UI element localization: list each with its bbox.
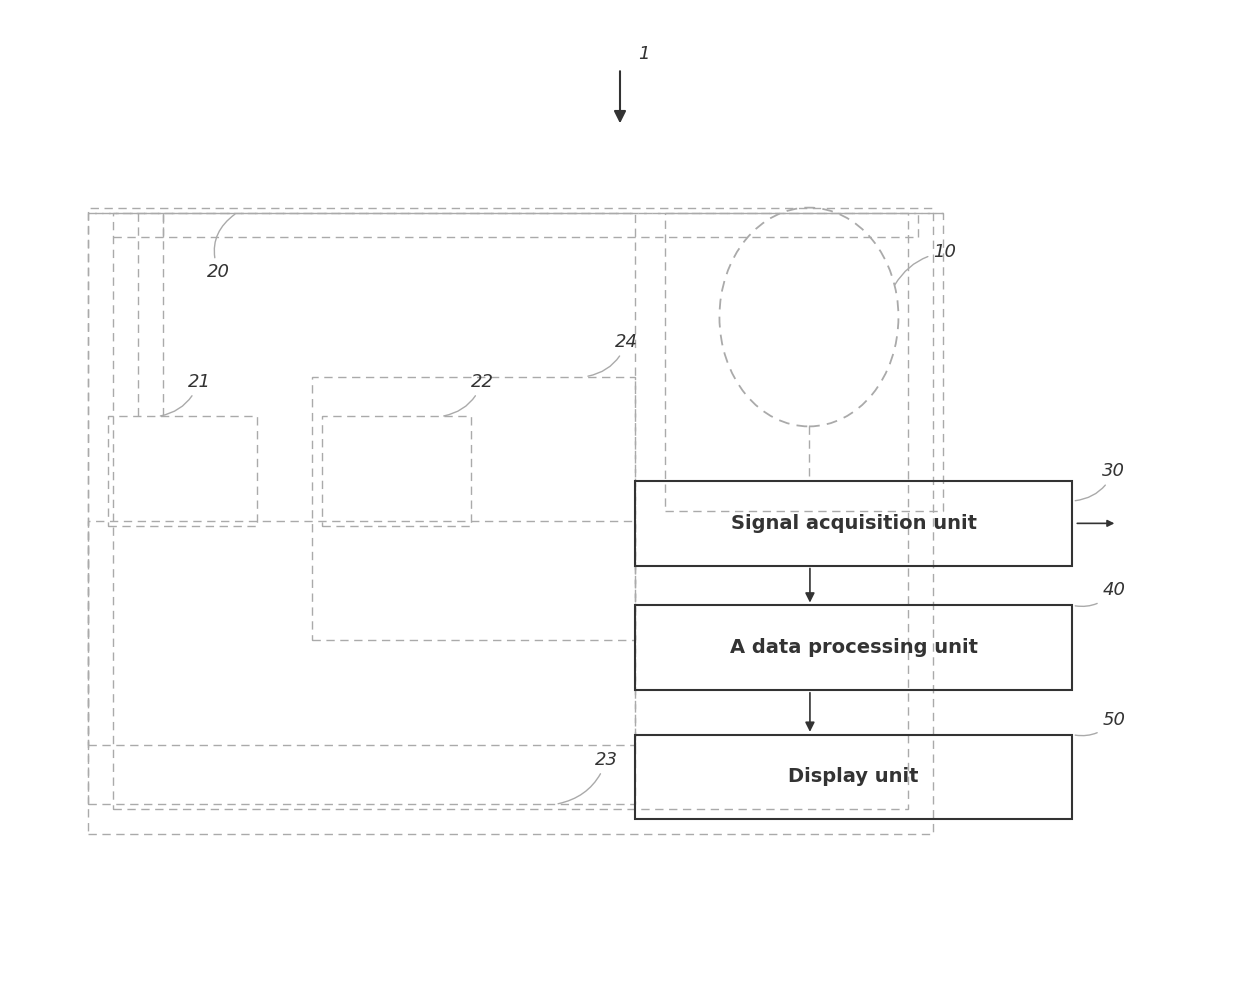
Text: A data processing unit: A data processing unit bbox=[729, 638, 977, 657]
Text: Signal acquisition unit: Signal acquisition unit bbox=[730, 514, 977, 533]
Bar bbox=[321, 416, 471, 526]
Bar bbox=[635, 735, 1073, 819]
Text: 40: 40 bbox=[1075, 582, 1125, 607]
Text: Display unit: Display unit bbox=[789, 768, 919, 787]
Bar bbox=[113, 212, 909, 810]
Text: 30: 30 bbox=[1075, 462, 1125, 501]
Bar bbox=[311, 376, 635, 640]
Bar bbox=[88, 521, 635, 805]
Text: 50: 50 bbox=[1075, 711, 1125, 736]
Bar bbox=[88, 207, 934, 834]
Bar bbox=[108, 416, 257, 526]
Bar bbox=[635, 606, 1073, 690]
Text: 10: 10 bbox=[895, 243, 956, 285]
Bar bbox=[665, 212, 944, 511]
Text: 1: 1 bbox=[637, 46, 650, 64]
Text: 20: 20 bbox=[207, 214, 234, 281]
Text: 24: 24 bbox=[588, 333, 639, 376]
Bar bbox=[635, 481, 1073, 566]
Text: 23: 23 bbox=[558, 751, 618, 804]
Text: 21: 21 bbox=[160, 373, 211, 416]
Text: 22: 22 bbox=[444, 373, 494, 416]
Bar bbox=[88, 212, 635, 745]
